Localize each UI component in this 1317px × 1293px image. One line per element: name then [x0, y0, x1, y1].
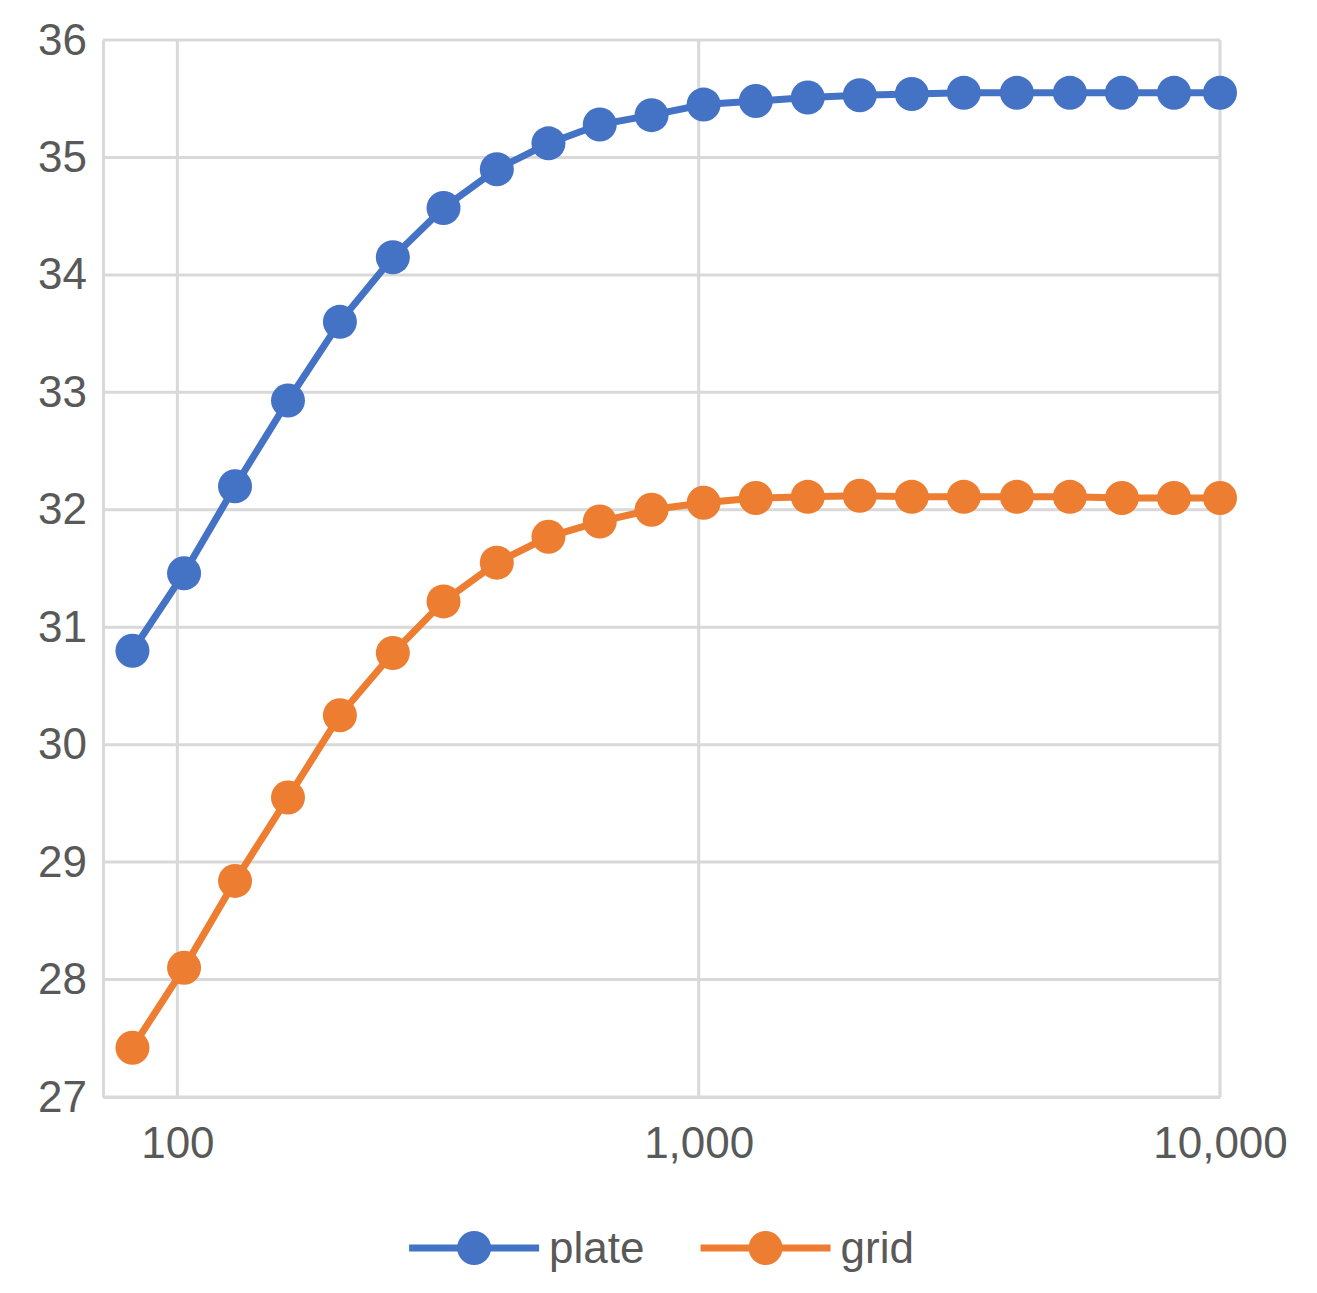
series-marker [843, 479, 877, 513]
series-marker [271, 781, 305, 815]
y-tick-label: 30 [38, 719, 87, 768]
series-marker [427, 191, 461, 225]
series-marker [583, 108, 617, 142]
y-tick-label: 35 [38, 132, 87, 181]
series-marker [1203, 76, 1237, 110]
series-marker [687, 486, 721, 520]
grid-line-x [1219, 40, 1222, 1097]
grid-line-y [103, 861, 1220, 864]
x-tick: 100 [141, 1097, 214, 1167]
y-tick: 33 [38, 367, 103, 416]
series-marker [635, 493, 669, 527]
x-tick-label: 100 [141, 1118, 214, 1167]
series-marker [1157, 76, 1191, 110]
y-tick-label: 36 [38, 15, 87, 64]
series-marker [1053, 480, 1087, 514]
series-marker [376, 240, 410, 274]
series-marker [427, 584, 461, 618]
series-marker [167, 556, 201, 590]
legend-marker [457, 1231, 491, 1265]
series-marker [531, 126, 565, 160]
x-tick: 1,000 [644, 1097, 754, 1167]
series-marker [480, 546, 514, 580]
series-marker [1157, 481, 1191, 515]
series-marker [791, 81, 825, 115]
series-marker [1000, 480, 1034, 514]
series-marker [1105, 76, 1139, 110]
series-marker [687, 88, 721, 122]
series-marker [895, 77, 929, 111]
y-tick: 31 [38, 602, 103, 651]
series-marker [635, 98, 669, 132]
x-axis: 100 1,000 10,000 [104, 1097, 1288, 1167]
grid-line-y [103, 1096, 1220, 1099]
series-marker [323, 698, 357, 732]
y-tick: 29 [38, 837, 103, 886]
y-tick-label: 32 [38, 484, 87, 533]
legend-label: grid [841, 1223, 914, 1272]
grid-line-x [697, 40, 700, 1097]
grid-line-y [103, 273, 1220, 276]
series-marker [1000, 76, 1034, 110]
y-tick-label: 27 [38, 1072, 87, 1121]
series-marker [480, 152, 514, 186]
grid-line-y [103, 391, 1220, 394]
x-tick-label: 10,000 [1153, 1118, 1288, 1167]
series-marker [323, 305, 357, 339]
data-area [115, 76, 1237, 1065]
series-marker [1203, 481, 1237, 515]
legend-label: plate [549, 1223, 644, 1272]
y-tick: 30 [38, 719, 103, 768]
series-marker [376, 636, 410, 670]
y-tick-label: 31 [38, 602, 87, 651]
legend-item: grid [701, 1223, 914, 1272]
series-marker [1053, 76, 1087, 110]
y-tick: 28 [38, 954, 103, 1003]
grid-line-y [103, 743, 1220, 746]
series-marker [791, 480, 825, 514]
series-marker [218, 469, 252, 503]
series-marker [218, 864, 252, 898]
series-marker [739, 481, 773, 515]
grid-line-y [103, 39, 1220, 42]
legend: plate grid [409, 1223, 914, 1272]
series-marker [843, 78, 877, 112]
series-marker [115, 1031, 149, 1065]
series-marker [739, 84, 773, 118]
y-axis: 27 28 29 30 31 32 33 34 35 36 [38, 15, 103, 1121]
series-marker [947, 76, 981, 110]
chart: 100 1,000 10,000 27 28 29 30 31 32 33 34 35 36 plate g… [0, 0, 1317, 1293]
x-tick-label: 1,000 [644, 1118, 754, 1167]
y-tick-label: 29 [38, 837, 87, 886]
y-tick-label: 34 [38, 249, 87, 298]
series-line [132, 496, 1220, 1048]
y-tick-label: 28 [38, 954, 87, 1003]
plot: 100 1,000 10,000 27 28 29 30 31 32 33 34 35 36 [38, 15, 1288, 1168]
legend-marker [749, 1231, 783, 1265]
x-tick: 10,000 [1153, 1097, 1288, 1167]
series-marker [271, 384, 305, 418]
grid [103, 40, 1220, 1097]
y-axis-line [102, 41, 105, 1098]
series-marker [531, 520, 565, 554]
grid-line-y [103, 626, 1220, 629]
series-marker [895, 480, 929, 514]
grid-line-y [103, 978, 1220, 981]
grid-line-y [103, 156, 1220, 159]
legend-item: plate [409, 1223, 644, 1272]
x-axis-line [104, 1096, 1221, 1099]
y-tick: 27 [38, 1072, 103, 1121]
y-tick: 32 [38, 484, 103, 533]
series-marker [115, 634, 149, 668]
series-marker [947, 480, 981, 514]
series-marker [583, 505, 617, 539]
y-tick: 35 [38, 132, 103, 181]
y-tick: 36 [38, 15, 103, 64]
y-tick: 34 [38, 249, 103, 298]
series-marker [167, 951, 201, 985]
y-tick-label: 33 [38, 367, 87, 416]
series-line [132, 93, 1220, 651]
series-marker [1105, 481, 1139, 515]
